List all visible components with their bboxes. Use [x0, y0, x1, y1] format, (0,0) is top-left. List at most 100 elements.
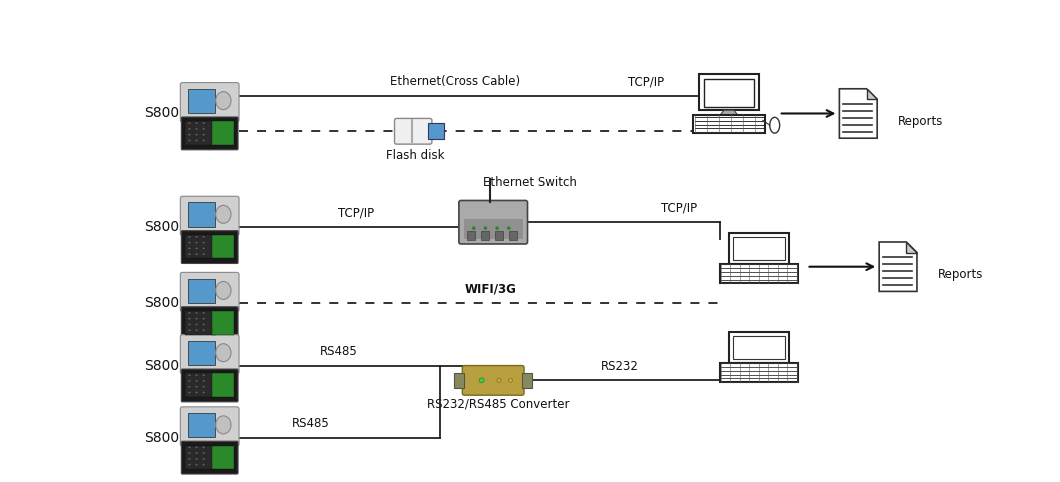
Ellipse shape	[189, 386, 191, 388]
Text: S800: S800	[144, 107, 179, 120]
Ellipse shape	[202, 464, 205, 466]
Text: TCP/IP: TCP/IP	[629, 75, 665, 88]
FancyBboxPatch shape	[212, 374, 233, 397]
Ellipse shape	[189, 134, 191, 135]
Ellipse shape	[202, 242, 205, 243]
Ellipse shape	[202, 392, 205, 393]
Ellipse shape	[195, 375, 197, 376]
FancyBboxPatch shape	[728, 332, 789, 363]
Ellipse shape	[195, 134, 197, 135]
FancyBboxPatch shape	[509, 231, 517, 240]
FancyBboxPatch shape	[466, 231, 475, 240]
Polygon shape	[906, 242, 917, 253]
FancyBboxPatch shape	[693, 115, 764, 133]
Ellipse shape	[189, 458, 191, 460]
Ellipse shape	[195, 254, 197, 255]
Polygon shape	[840, 89, 878, 138]
Ellipse shape	[215, 281, 231, 299]
Ellipse shape	[189, 330, 191, 331]
Ellipse shape	[215, 416, 231, 434]
Ellipse shape	[215, 92, 231, 109]
FancyBboxPatch shape	[188, 279, 214, 303]
FancyBboxPatch shape	[495, 231, 504, 240]
Ellipse shape	[215, 205, 231, 223]
Ellipse shape	[189, 392, 191, 393]
Text: Reports: Reports	[938, 268, 984, 281]
FancyBboxPatch shape	[184, 445, 215, 469]
Text: Flash disk: Flash disk	[386, 148, 445, 161]
Ellipse shape	[479, 378, 484, 383]
FancyBboxPatch shape	[720, 363, 797, 382]
FancyBboxPatch shape	[394, 119, 431, 144]
Ellipse shape	[215, 344, 231, 362]
Polygon shape	[879, 242, 917, 292]
FancyBboxPatch shape	[481, 231, 489, 240]
Ellipse shape	[202, 446, 205, 448]
Text: Ethernet Switch: Ethernet Switch	[483, 176, 577, 189]
FancyBboxPatch shape	[181, 441, 238, 474]
FancyBboxPatch shape	[459, 201, 528, 244]
Ellipse shape	[189, 122, 191, 124]
Ellipse shape	[189, 380, 191, 382]
FancyBboxPatch shape	[188, 341, 214, 365]
Text: WIFI/3G: WIFI/3G	[464, 283, 516, 296]
Ellipse shape	[195, 380, 197, 382]
Ellipse shape	[202, 128, 205, 130]
FancyBboxPatch shape	[522, 373, 532, 388]
Ellipse shape	[195, 122, 197, 124]
Ellipse shape	[195, 452, 197, 454]
FancyBboxPatch shape	[699, 74, 759, 110]
Ellipse shape	[202, 122, 205, 124]
Ellipse shape	[202, 134, 205, 135]
Text: Reports: Reports	[898, 115, 943, 128]
Ellipse shape	[509, 378, 512, 382]
Ellipse shape	[472, 227, 476, 230]
Ellipse shape	[202, 248, 205, 249]
Text: S800: S800	[144, 220, 179, 234]
FancyBboxPatch shape	[181, 117, 238, 150]
Text: RS232: RS232	[601, 360, 638, 373]
Ellipse shape	[202, 140, 205, 141]
FancyBboxPatch shape	[181, 231, 238, 264]
FancyBboxPatch shape	[728, 233, 789, 264]
FancyBboxPatch shape	[464, 219, 523, 239]
Ellipse shape	[189, 375, 191, 376]
Ellipse shape	[495, 227, 499, 230]
Ellipse shape	[189, 318, 191, 320]
Ellipse shape	[770, 117, 780, 133]
FancyBboxPatch shape	[184, 235, 215, 258]
Ellipse shape	[195, 248, 197, 249]
Text: S800: S800	[144, 431, 179, 445]
Ellipse shape	[189, 128, 191, 130]
Ellipse shape	[202, 375, 205, 376]
FancyBboxPatch shape	[428, 123, 444, 139]
FancyBboxPatch shape	[180, 272, 240, 312]
Ellipse shape	[195, 392, 197, 393]
FancyBboxPatch shape	[212, 121, 233, 145]
Ellipse shape	[483, 227, 488, 230]
Ellipse shape	[195, 312, 197, 314]
FancyBboxPatch shape	[184, 311, 215, 335]
Ellipse shape	[202, 458, 205, 460]
Ellipse shape	[189, 452, 191, 454]
Ellipse shape	[202, 254, 205, 255]
Ellipse shape	[189, 140, 191, 141]
FancyBboxPatch shape	[462, 365, 524, 395]
Ellipse shape	[195, 330, 197, 331]
FancyBboxPatch shape	[732, 238, 785, 260]
FancyBboxPatch shape	[180, 196, 240, 236]
Ellipse shape	[189, 312, 191, 314]
FancyBboxPatch shape	[212, 235, 233, 258]
Polygon shape	[867, 89, 878, 99]
Ellipse shape	[189, 446, 191, 448]
Ellipse shape	[497, 378, 501, 382]
Ellipse shape	[202, 386, 205, 388]
Ellipse shape	[202, 324, 205, 325]
FancyBboxPatch shape	[720, 264, 797, 283]
Ellipse shape	[195, 128, 197, 130]
Ellipse shape	[195, 318, 197, 320]
Ellipse shape	[189, 324, 191, 325]
Ellipse shape	[189, 236, 191, 238]
Ellipse shape	[202, 236, 205, 238]
Text: TCP/IP: TCP/IP	[338, 207, 374, 220]
